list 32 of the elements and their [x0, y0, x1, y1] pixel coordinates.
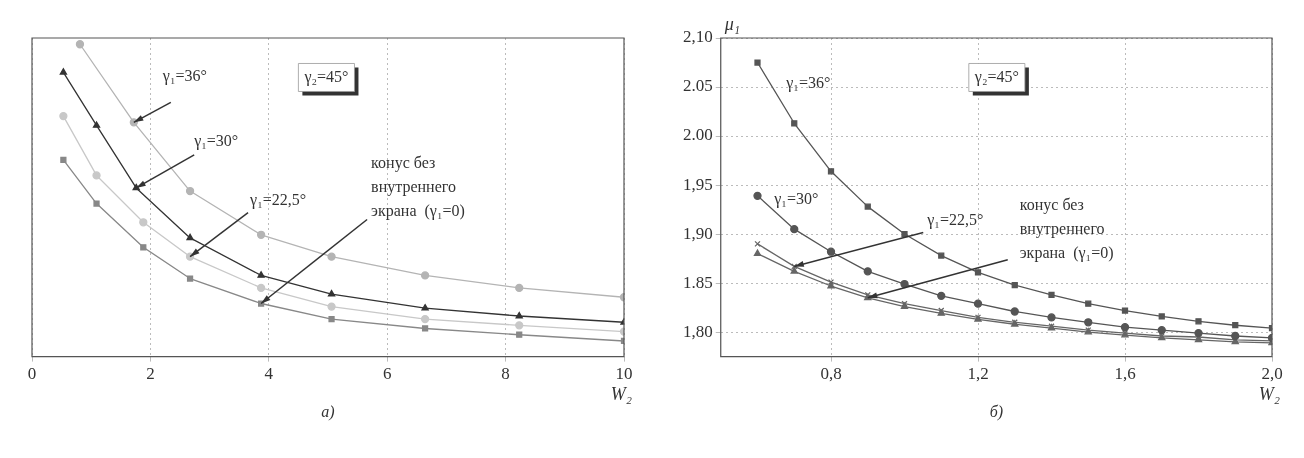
y-axis-title: μ₁ [723, 13, 741, 34]
annotation: γ₁=36° [161, 66, 207, 85]
annotation: конус без внутреннего экрана (γ₁=0) [371, 153, 465, 220]
x-tick-label: 0 [27, 364, 37, 384]
x-tick-label: 8 [501, 364, 510, 384]
x-tick-label: 0,8 [820, 364, 842, 384]
annotation: γ₁=36° [785, 74, 831, 93]
y-tick-label: 1.85 [683, 272, 713, 292]
y-tick-label: 2.05 [683, 76, 713, 96]
y-tick-label: 1,95 [683, 174, 713, 194]
annotation: γ₂=45° [303, 67, 349, 86]
y-tick-label: 1,90 [683, 223, 713, 243]
y-tick-label: 1,80 [683, 321, 713, 341]
annotation: γ₂=45° [973, 67, 1019, 86]
x-tick-label: 2 [146, 364, 155, 384]
text: б) [989, 402, 1004, 421]
text: а) [321, 402, 335, 421]
x-tick-label: 1,6 [1114, 364, 1136, 384]
annotation: γ₁=22,5° [926, 210, 984, 229]
x-tick-label: 10 [615, 364, 633, 384]
y-tick-label: 2,10 [683, 27, 713, 47]
annotation: γ₁=22,5° [249, 190, 307, 209]
annotation: γ₁=30° [193, 132, 239, 151]
y-tick-label: 2.00 [683, 125, 713, 145]
x-tick-label: 6 [382, 364, 392, 384]
annotation: γ₁=30° [773, 190, 819, 209]
x-tick-label: 4 [264, 364, 274, 384]
x-axis-title: W₂ [610, 384, 632, 405]
x-tick-label: 2,0 [1261, 364, 1283, 384]
x-tick-label: 1,2 [967, 364, 989, 384]
x-axis-title: W₂ [1258, 384, 1280, 405]
annotation: конус без внутреннего экрана (γ₁=0) [1019, 195, 1114, 262]
